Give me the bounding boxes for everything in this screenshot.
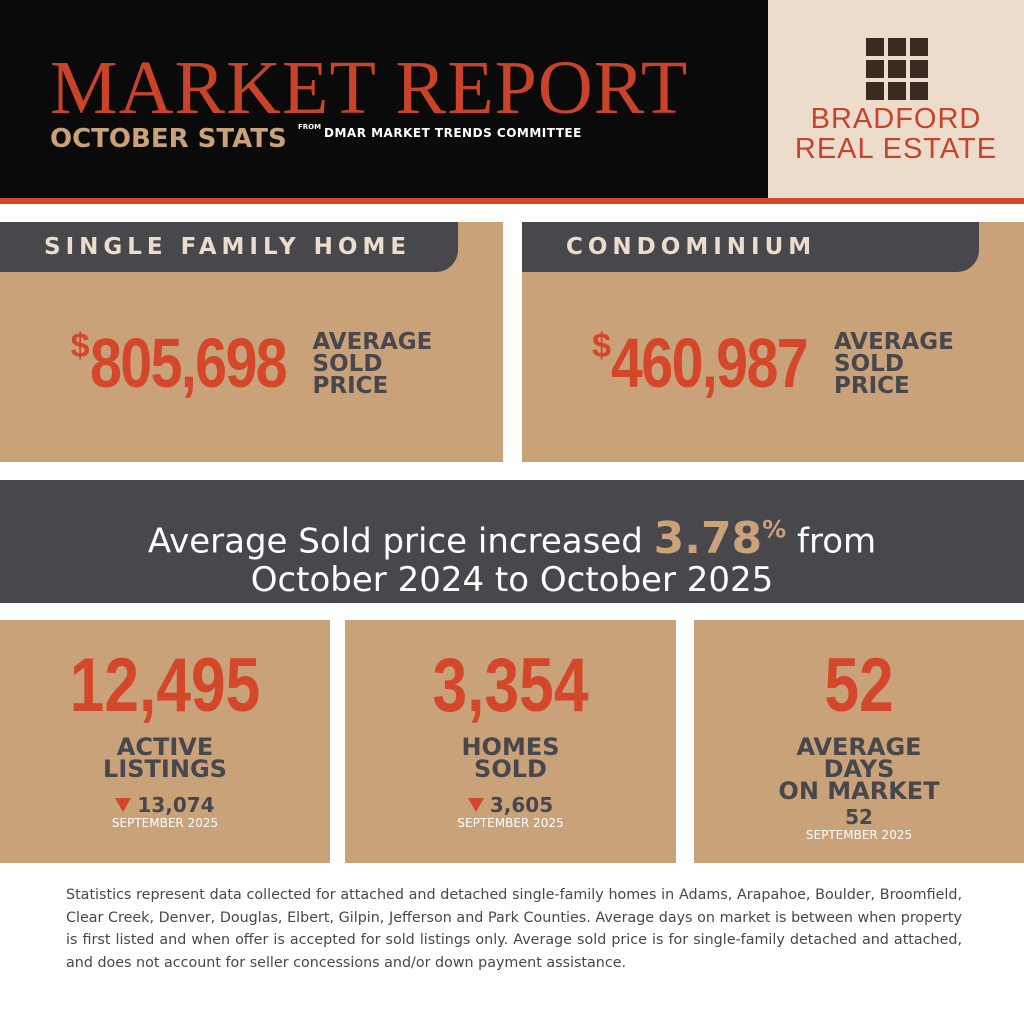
card-heading: SINGLE FAMILY HOME [0, 222, 458, 272]
logo-name: BRADFORD [810, 103, 982, 135]
price-card: CONDOMINIUM $460,987 AVERAGE SOLD PRICE [522, 222, 1024, 462]
previous-value: 13,074 [137, 793, 215, 817]
period: SEPTEMBER 2025 [111, 816, 219, 830]
currency: $ [70, 327, 90, 365]
label-line: LISTINGS [103, 755, 227, 783]
price-label: AVERAGE SOLD PRICE [834, 329, 954, 399]
label-line: SOLD [834, 351, 904, 377]
change-number: 3.78 [653, 512, 763, 564]
previous-value: 3,605 [489, 793, 554, 817]
divider [0, 198, 1024, 204]
label-line: SOLD [312, 351, 383, 377]
stat-value: 52 [824, 643, 894, 728]
report-subtitle: OCTOBER STATS [50, 124, 287, 154]
price-row: $805,698 AVERAGE SOLD PRICE [0, 325, 503, 401]
period: SEPTEMBER 2025 [805, 828, 913, 842]
down-arrow [115, 798, 132, 812]
banner-line: Average Sold price increased 3.78% from [0, 510, 1024, 561]
stat-label: ACTIVE LISTINGS [0, 733, 330, 783]
period: SEPTEMBER 2025 [457, 816, 564, 830]
header: MARKET REPORT OCTOBER STATS FROM DMAR MA… [0, 0, 768, 198]
stat-label: AVERAGE DAYS ON MARKET [694, 733, 1024, 805]
stat-label: HOMES SOLD [345, 733, 676, 783]
previous-value: 52 [845, 805, 873, 829]
label-line: HOMES [461, 733, 560, 761]
logo-name: REAL ESTATE [794, 133, 998, 165]
label-line: PRICE [834, 373, 910, 399]
price-row: $460,987 AVERAGE SOLD PRICE [522, 325, 1024, 401]
stat-card: 52 AVERAGE DAYS ON MARKET 52 SEPTEMBER 2025 [694, 620, 1024, 863]
banner-text: from [797, 521, 877, 562]
label-line: ON MARKET [778, 777, 940, 805]
price-label: AVERAGE SOLD PRICE [312, 329, 433, 399]
change-value: 3.78% [654, 513, 787, 564]
footnote: Statistics represent data collected for … [66, 887, 962, 971]
stat-card: 12,495 ACTIVE LISTINGS 13,074 SEPTEMBER 2025 [0, 620, 330, 863]
report-title: MARKET REPORT [50, 46, 689, 130]
previous: 3,605 [345, 794, 676, 816]
stat-card: 3,354 HOMES SOLD 3,605 SEPTEMBER 2025 [345, 620, 676, 863]
logo-mark [866, 38, 928, 100]
label-line: DAYS [823, 755, 895, 783]
price-value: 805,698 [89, 324, 288, 402]
currency: $ [592, 327, 611, 365]
from-label: FROM [298, 123, 322, 131]
label-line: AVERAGE [312, 329, 433, 355]
stat-value: 3,354 [432, 643, 589, 728]
price-card: SINGLE FAMILY HOME $805,698 AVERAGE SOLD PRI… [0, 222, 503, 462]
change-unit: % [762, 515, 787, 543]
source: DMAR MARKET TRENDS COMMITTEE [324, 126, 582, 140]
banner-text: Average Sold price increased [147, 521, 643, 562]
down-arrow [467, 798, 484, 812]
label-line: AVERAGE [796, 733, 922, 761]
label-line: PRICE [312, 373, 389, 399]
label-line: AVERAGE [834, 329, 954, 355]
price-value: 460,987 [611, 324, 809, 402]
stat-value: 12,495 [69, 643, 261, 728]
previous: 13,074 [0, 794, 330, 816]
label-line: SOLD [474, 755, 547, 783]
change-banner: Average Sold price increased 3.78% from … [0, 480, 1024, 603]
banner-text: October 2024 to October 2025 [250, 559, 774, 600]
previous: 52 [694, 806, 1024, 828]
card-heading: CONDOMINIUM [522, 222, 979, 272]
label-line: ACTIVE [116, 733, 214, 761]
